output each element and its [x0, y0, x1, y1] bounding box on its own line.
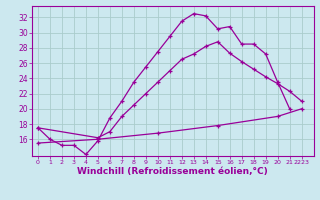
X-axis label: Windchill (Refroidissement éolien,°C): Windchill (Refroidissement éolien,°C)	[77, 167, 268, 176]
